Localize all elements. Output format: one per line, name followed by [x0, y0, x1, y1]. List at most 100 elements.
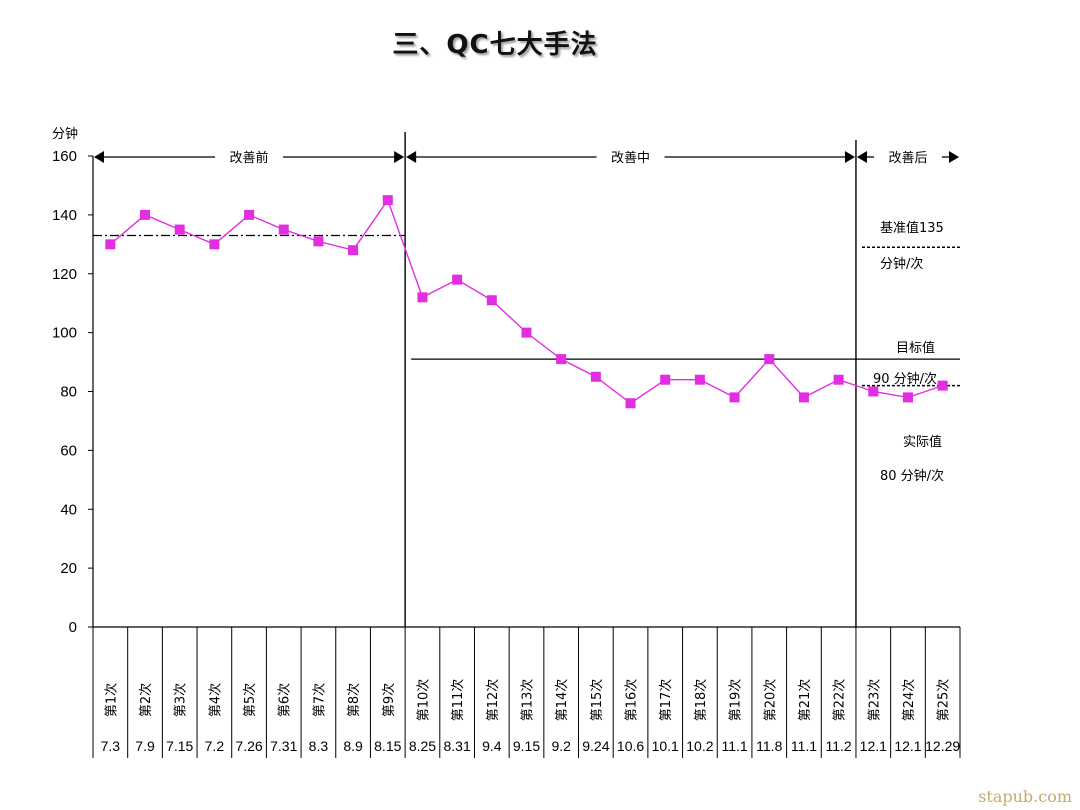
x-tick-label: 第20次 — [762, 679, 778, 722]
phase-label: 改善后 — [888, 150, 927, 166]
date-label: 7.15 — [166, 738, 193, 754]
phase-arrow-head — [94, 151, 104, 163]
y-tick-label: 80 — [60, 384, 77, 401]
date-label: 11.1 — [791, 738, 817, 754]
date-label: 7.31 — [270, 738, 297, 754]
x-tick-label: 第23次 — [866, 679, 882, 722]
data-point — [452, 274, 463, 285]
x-tick-label: 第9次 — [381, 683, 397, 717]
x-tick-label: 第10次 — [415, 679, 431, 722]
date-label: 12.1 — [860, 738, 887, 754]
date-label: 7.9 — [135, 738, 155, 754]
x-tick-label: 第12次 — [485, 679, 501, 722]
date-label: 12.1 — [894, 738, 921, 754]
date-label: 7.3 — [101, 738, 121, 754]
x-tick-label: 第16次 — [624, 679, 640, 722]
x-tick-label: 第13次 — [520, 679, 536, 722]
phase-arrow-head — [949, 151, 959, 163]
date-label: 9.15 — [513, 738, 540, 754]
x-tick-label: 第4次 — [207, 683, 223, 717]
data-point — [244, 209, 255, 220]
series-line — [109, 198, 943, 405]
x-tick-label: 第19次 — [728, 679, 744, 722]
watermark: stapub.com — [978, 787, 1072, 806]
date-label: 9.24 — [582, 738, 609, 754]
data-point — [486, 295, 497, 306]
data-point — [937, 380, 948, 391]
date-label: 12.29 — [925, 738, 960, 754]
x-tick-label: 第6次 — [277, 683, 293, 717]
x-tick-label: 第14次 — [554, 679, 570, 722]
data-point — [764, 354, 775, 365]
date-label: 10.6 — [617, 738, 644, 754]
data-point — [902, 392, 913, 403]
data-point — [105, 239, 116, 250]
chart-frame — [88, 132, 961, 758]
x-tick-label: 第2次 — [138, 683, 154, 717]
baseline-label: 基准值135 — [880, 220, 944, 236]
y-axis-label: 分钟 — [52, 126, 78, 142]
date-label: 11.2 — [826, 738, 852, 754]
data-point — [382, 195, 393, 206]
date-label: 8.15 — [374, 738, 401, 754]
date-label: 7.26 — [235, 738, 262, 754]
date-label: 11.1 — [721, 738, 747, 754]
data-point — [556, 354, 567, 365]
x-tick-label: 第17次 — [658, 679, 674, 722]
data-point — [868, 386, 879, 397]
reference-lines — [93, 234, 960, 387]
x-tick-label: 第3次 — [173, 683, 189, 717]
y-tick-label: 60 — [60, 442, 77, 459]
date-label: 10.1 — [652, 738, 679, 754]
y-tick-label: 120 — [52, 266, 77, 283]
data-point — [209, 239, 220, 250]
data-point — [590, 371, 601, 382]
x-tick-label: 第1次 — [103, 683, 119, 717]
data-point — [140, 209, 151, 220]
y-tick-label: 100 — [52, 325, 77, 342]
date-label: 11.8 — [756, 738, 782, 754]
date-label: 10.2 — [686, 738, 713, 754]
data-point — [729, 392, 740, 403]
data-point — [174, 224, 185, 235]
y-tick-label: 140 — [52, 207, 77, 224]
date-label: 8.31 — [444, 738, 471, 754]
date-label: 8.3 — [309, 738, 329, 754]
date-label: 9.2 — [551, 738, 571, 754]
data-point — [694, 374, 705, 385]
data-point — [660, 374, 671, 385]
x-tick-label: 第18次 — [693, 679, 709, 722]
date-label: 9.4 — [482, 738, 502, 754]
series-layer — [105, 195, 948, 409]
y-tick-label: 20 — [60, 560, 77, 577]
data-point — [625, 398, 636, 409]
phase-arrow-head — [406, 151, 417, 163]
data-point — [521, 327, 532, 338]
phase-label: 改善前 — [230, 150, 269, 166]
date-label: 8.9 — [343, 738, 363, 754]
data-point — [417, 292, 428, 303]
actual-value: 80 分钟/次 — [880, 468, 944, 484]
target-value: 90 分钟/次 — [873, 371, 937, 387]
phase-arrow-head — [394, 151, 405, 163]
date-label: 7.2 — [205, 738, 225, 754]
data-point — [833, 374, 844, 385]
x-tick-label: 第24次 — [901, 679, 917, 722]
actual-label: 实际值 — [903, 434, 942, 450]
x-tick-label: 第22次 — [832, 679, 848, 722]
baseline-unit: 分钟/次 — [880, 256, 923, 272]
y-tick-label: 40 — [60, 501, 77, 518]
y-tick-label: 0 — [69, 619, 77, 636]
data-point — [278, 224, 289, 235]
phase-label: 改善中 — [611, 150, 650, 166]
x-tick-label: 第15次 — [589, 679, 605, 722]
data-point — [313, 236, 324, 247]
x-tick-label: 第11次 — [450, 679, 466, 722]
x-tick-label: 第5次 — [242, 683, 258, 717]
x-tick-label: 第8次 — [346, 683, 362, 717]
date-label: 8.25 — [409, 738, 436, 754]
phase-arrow-head — [844, 151, 855, 163]
data-point — [348, 245, 359, 256]
